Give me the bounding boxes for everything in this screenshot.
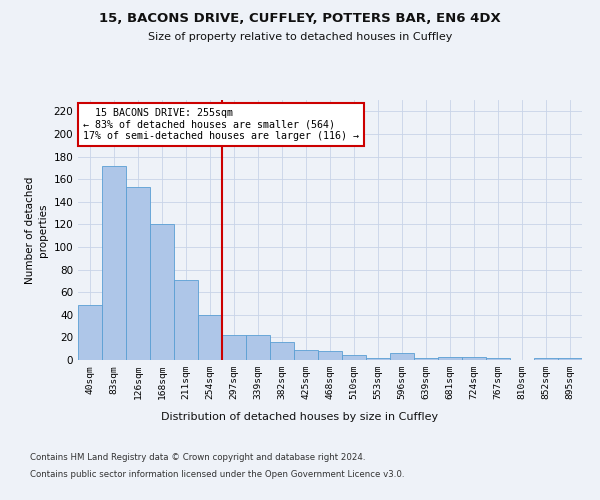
Bar xyxy=(486,358,510,360)
Bar xyxy=(126,187,150,360)
Bar xyxy=(174,280,198,360)
Text: Contains public sector information licensed under the Open Government Licence v3: Contains public sector information licen… xyxy=(30,470,404,479)
Bar xyxy=(342,356,366,360)
Bar xyxy=(246,335,270,360)
Bar xyxy=(534,358,558,360)
Text: 15 BACONS DRIVE: 255sqm
← 83% of detached houses are smaller (564)
17% of semi-d: 15 BACONS DRIVE: 255sqm ← 83% of detache… xyxy=(83,108,359,141)
Bar xyxy=(150,224,174,360)
Bar xyxy=(222,335,246,360)
Bar xyxy=(198,315,222,360)
Text: 15, BACONS DRIVE, CUFFLEY, POTTERS BAR, EN6 4DX: 15, BACONS DRIVE, CUFFLEY, POTTERS BAR, … xyxy=(99,12,501,26)
Bar xyxy=(78,304,102,360)
Text: Size of property relative to detached houses in Cuffley: Size of property relative to detached ho… xyxy=(148,32,452,42)
Bar xyxy=(270,342,294,360)
Text: Contains HM Land Registry data © Crown copyright and database right 2024.: Contains HM Land Registry data © Crown c… xyxy=(30,452,365,462)
Bar xyxy=(318,351,342,360)
Bar xyxy=(462,356,486,360)
Bar xyxy=(438,356,462,360)
Bar xyxy=(294,350,318,360)
Bar xyxy=(102,166,126,360)
Bar xyxy=(366,358,390,360)
Y-axis label: Number of detached
properties: Number of detached properties xyxy=(25,176,48,284)
Bar xyxy=(390,353,414,360)
Bar xyxy=(414,358,438,360)
Bar xyxy=(558,358,582,360)
Text: Distribution of detached houses by size in Cuffley: Distribution of detached houses by size … xyxy=(161,412,439,422)
